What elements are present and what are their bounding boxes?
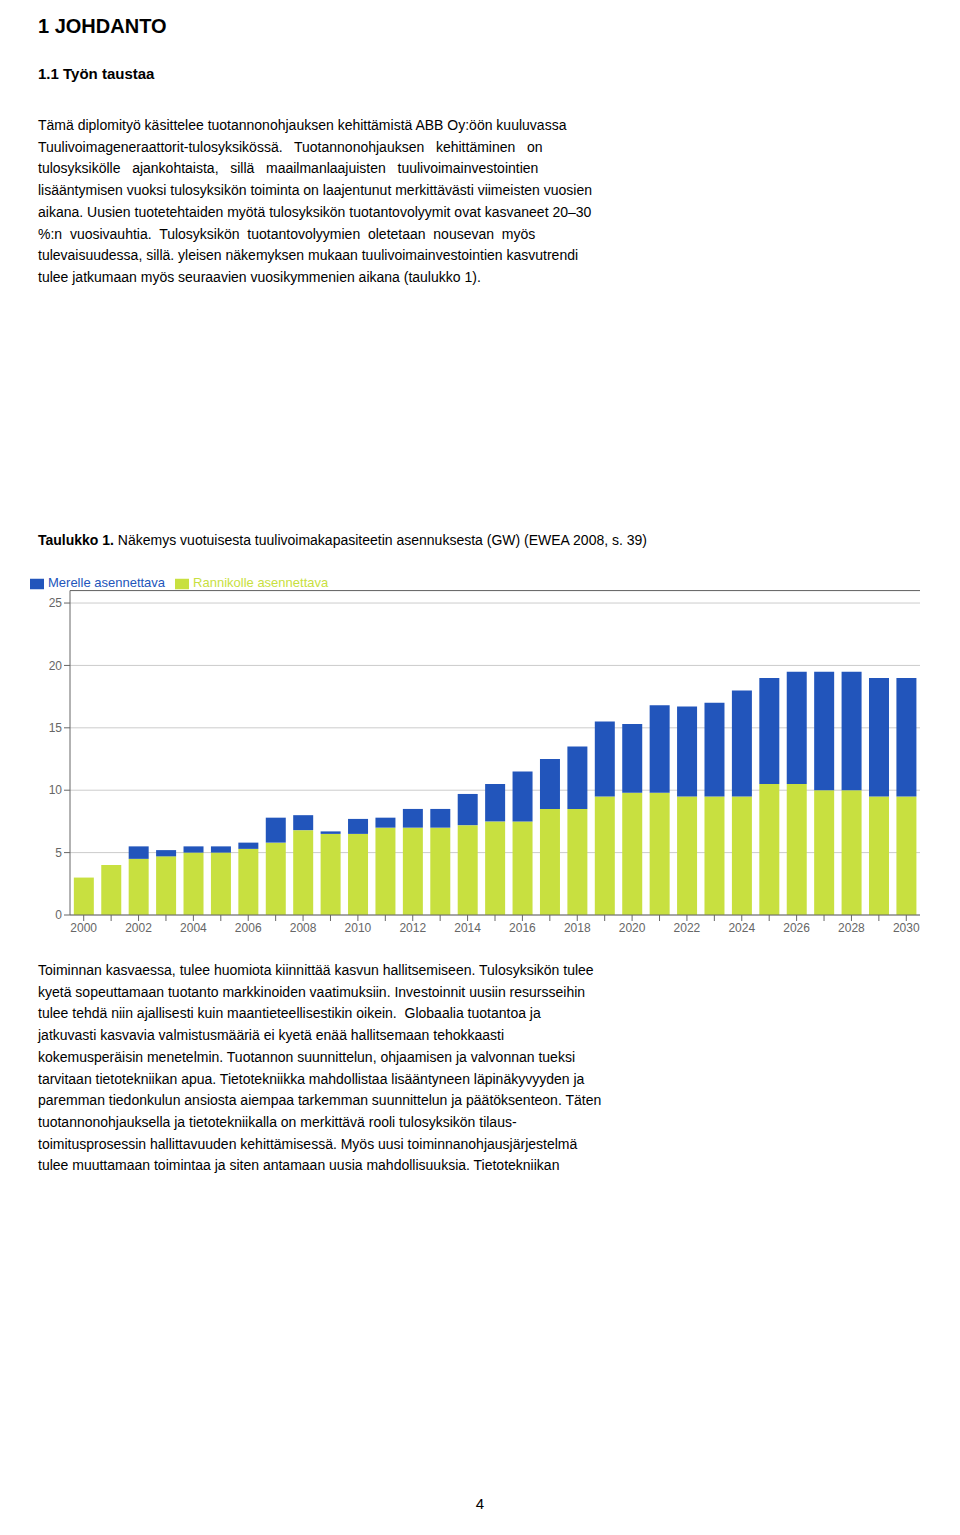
html-text:Taulukko 1. Näkemys vuotuisest: Taulukko 1. Näkemys vuotuisesta tuulivoi… bbox=[38, 532, 647, 548]
html-text:1.1 Työn taustaa: 1.1 Työn taustaa bbox=[38, 65, 155, 82]
html-text:aikana. Uusien tuotetehtaiden: aikana. Uusien tuotetehtaiden myötä tulo… bbox=[38, 203, 592, 220]
svg-text:2010: 2010 bbox=[345, 921, 372, 935]
svg-text:2030: 2030 bbox=[893, 921, 920, 935]
html-text:Tuulivoimageneraattorit-tulosy: Tuulivoimageneraattorit-tulosyksikössä. … bbox=[38, 138, 543, 155]
html-text:tulevaisuudessa, sillä. yleise: tulevaisuudessa, sillä. yleisen näkemyks… bbox=[38, 247, 579, 264]
svg-text:20: 20 bbox=[49, 659, 63, 673]
html-text:Toiminnan kasvaessa, tulee huo: Toiminnan kasvaessa, tulee huomiota kiin… bbox=[38, 962, 594, 978]
svg-text:2026: 2026 bbox=[783, 921, 810, 935]
svg-text:5: 5 bbox=[55, 846, 62, 860]
html-text:tulee jatkumaan myös seuraavie: tulee jatkumaan myös seuraavien vuosikym… bbox=[38, 268, 481, 285]
html-text:tuotannonohjauksella ja tietot: tuotannonohjauksella ja tietotekniikalla… bbox=[38, 1113, 517, 1130]
html-text:4: 4 bbox=[475, 1495, 485, 1512]
svg-text:2022: 2022 bbox=[674, 921, 701, 935]
svg-text:2004: 2004 bbox=[180, 921, 207, 935]
html-text:tulosyksikölle ajankohtaista,: tulosyksikölle ajankohtaista, sillä maai… bbox=[38, 160, 539, 177]
svg-text:2024: 2024 bbox=[728, 921, 755, 935]
svg-text:2020: 2020 bbox=[619, 921, 646, 935]
svg-text:2016: 2016 bbox=[509, 921, 536, 935]
svg-text:2014: 2014 bbox=[454, 921, 481, 935]
html-text:Tämä diplomityö käsittelee tuo: Tämä diplomityö käsittelee tuotannonohja… bbox=[38, 117, 567, 133]
html-text:toimitusprosessin hallittavuud: toimitusprosessin hallittavuuden kehittä… bbox=[38, 1135, 578, 1152]
svg-text:2012: 2012 bbox=[399, 921, 426, 935]
svg-text:15: 15 bbox=[49, 721, 63, 735]
svg-text:0: 0 bbox=[55, 908, 62, 922]
svg-text:2002: 2002 bbox=[125, 921, 152, 935]
svg-text:2008: 2008 bbox=[290, 921, 317, 935]
svg-text:2000: 2000 bbox=[70, 921, 97, 935]
html-text:paremman tiedonkulun ansiosta: paremman tiedonkulun ansiosta aiempaa ta… bbox=[38, 1092, 602, 1109]
html-text:tarvitaan tietotekniikan apua.: tarvitaan tietotekniikan apua. Tietotekn… bbox=[38, 1070, 585, 1087]
svg-text:25: 25 bbox=[49, 596, 63, 610]
svg-text:10: 10 bbox=[49, 783, 63, 797]
svg-text:2006: 2006 bbox=[235, 921, 262, 935]
svg-text:2018: 2018 bbox=[564, 921, 591, 935]
svg-text:2028: 2028 bbox=[838, 921, 865, 935]
html-text:tulee muuttamaan toimintaa ja: tulee muuttamaan toimintaa ja siten anta… bbox=[38, 1157, 560, 1174]
html-text:tulee tehdä niin ajallisesti k: tulee tehdä niin ajallisesti kuin maanti… bbox=[38, 1005, 541, 1022]
html-text:%:n vuosivauhtia. Tulosyksikön: %:n vuosivauhtia. Tulosyksikön tuotantov… bbox=[38, 225, 536, 242]
html-text:kokemusperäisin menetelmin. Tu: kokemusperäisin menetelmin. Tuotannon su… bbox=[38, 1048, 575, 1065]
html-text:1 JOHDANTO: 1 JOHDANTO bbox=[38, 15, 167, 37]
html-text:Rannikolle asennettava: Rannikolle asennettava bbox=[193, 575, 329, 590]
html-text:jatkuvasti kasvavia valmistusm: jatkuvasti kasvavia valmistusmääriä ei k… bbox=[38, 1027, 505, 1044]
html-text:Merelle asennettava: Merelle asennettava bbox=[48, 575, 166, 590]
html-text:kyetä sopeuttamaan tuotanto ma: kyetä sopeuttamaan tuotanto markkinoiden… bbox=[38, 983, 586, 1000]
html-text:lisääntymisen vuoksi tulosyksi: lisääntymisen vuoksi tulosyksikön toimin… bbox=[38, 182, 592, 199]
